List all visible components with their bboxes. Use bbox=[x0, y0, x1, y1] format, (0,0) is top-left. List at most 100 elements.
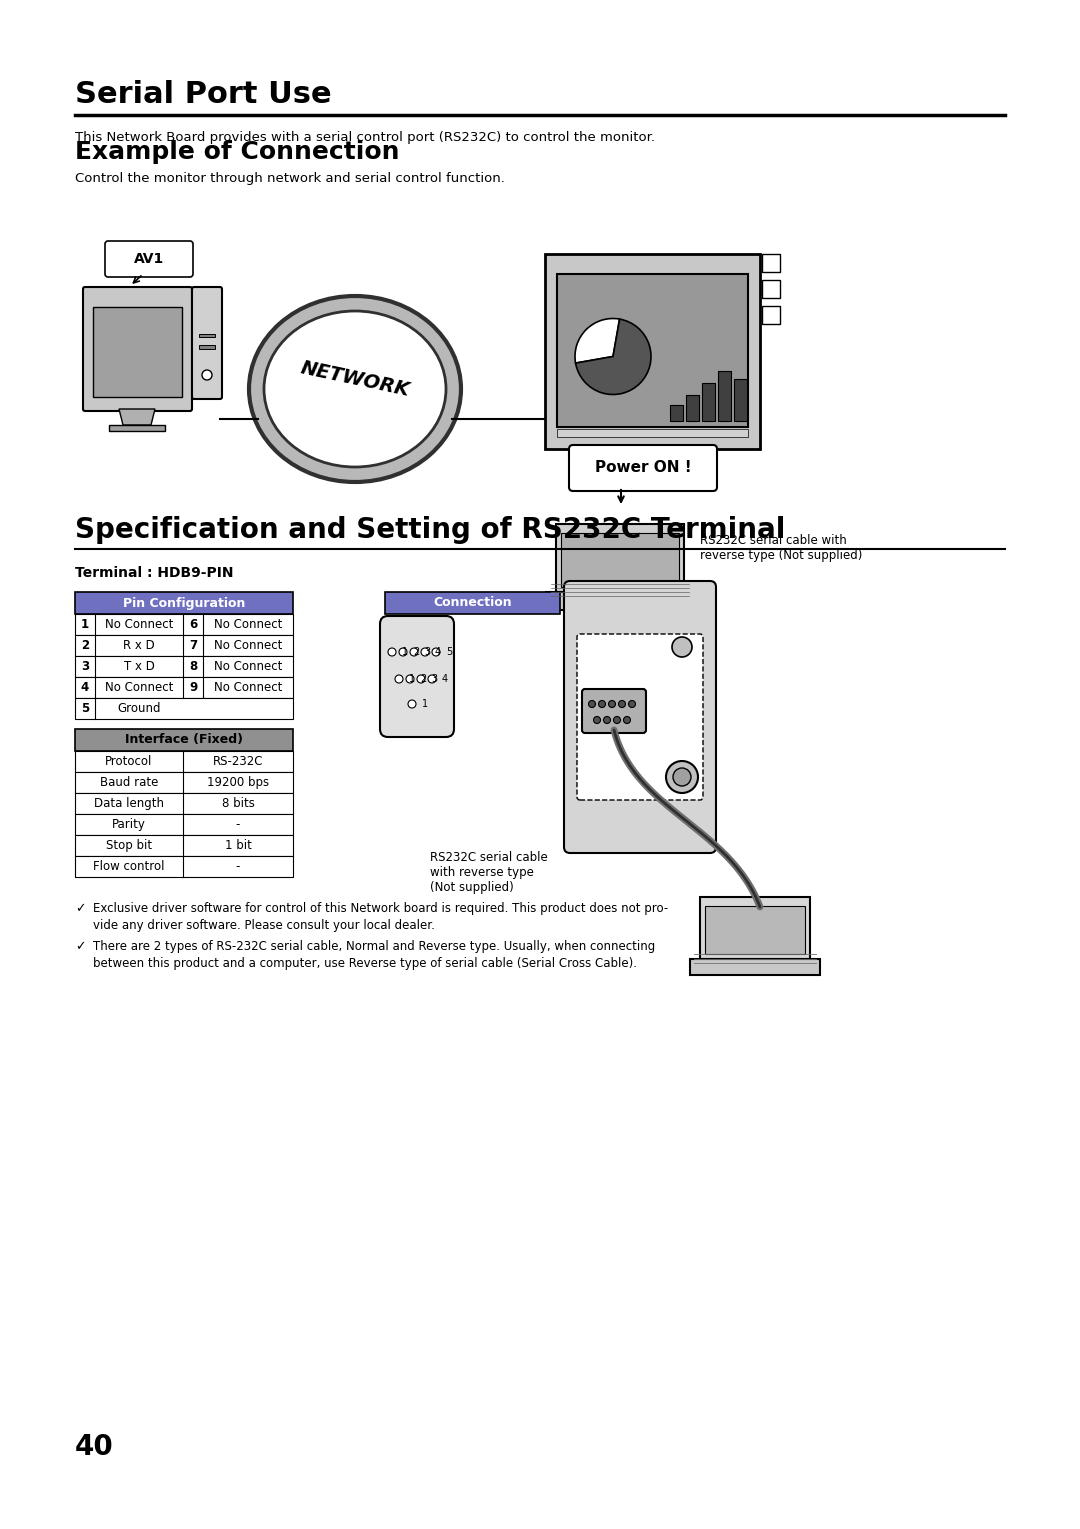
Circle shape bbox=[432, 648, 440, 656]
Text: Data length: Data length bbox=[94, 797, 164, 810]
Bar bbox=[556, 524, 684, 592]
Bar bbox=[762, 254, 780, 272]
Bar bbox=[75, 677, 293, 699]
Text: 1: 1 bbox=[422, 699, 428, 709]
Ellipse shape bbox=[249, 297, 461, 482]
FancyBboxPatch shape bbox=[564, 581, 716, 853]
Circle shape bbox=[417, 674, 426, 683]
Bar bbox=[690, 959, 820, 976]
Text: -: - bbox=[235, 818, 240, 830]
Text: 4: 4 bbox=[442, 674, 448, 683]
Text: Flow control: Flow control bbox=[93, 859, 165, 873]
Ellipse shape bbox=[264, 310, 446, 466]
Text: 1: 1 bbox=[402, 647, 408, 657]
Text: 9: 9 bbox=[189, 680, 198, 694]
Text: Pin Configuration: Pin Configuration bbox=[123, 596, 245, 610]
Text: 5: 5 bbox=[81, 702, 90, 716]
Text: 8: 8 bbox=[189, 661, 198, 673]
Circle shape bbox=[395, 674, 403, 683]
Bar bbox=[93, 307, 183, 398]
Bar bbox=[75, 794, 293, 813]
Bar bbox=[75, 656, 293, 677]
Text: Power ON !: Power ON ! bbox=[595, 460, 691, 476]
Wedge shape bbox=[575, 318, 620, 362]
FancyBboxPatch shape bbox=[569, 445, 717, 491]
Text: Connection: Connection bbox=[433, 596, 512, 610]
Bar bbox=[702, 382, 715, 420]
Bar bbox=[384, 592, 561, 615]
Circle shape bbox=[619, 700, 625, 708]
Bar bbox=[718, 372, 731, 420]
Circle shape bbox=[608, 700, 616, 708]
Bar bbox=[75, 813, 293, 835]
Text: RS232C serial cable
with reverse type
(Not supplied): RS232C serial cable with reverse type (N… bbox=[430, 852, 548, 894]
Circle shape bbox=[410, 648, 418, 656]
Bar bbox=[686, 394, 699, 420]
Text: 4: 4 bbox=[435, 647, 441, 657]
Text: Serial Port Use: Serial Port Use bbox=[75, 80, 332, 109]
Bar bbox=[75, 615, 293, 635]
Text: Control the monitor through network and serial control function.: Control the monitor through network and … bbox=[75, 171, 504, 185]
Circle shape bbox=[604, 717, 610, 723]
Circle shape bbox=[388, 648, 396, 656]
Text: -: - bbox=[235, 859, 240, 873]
Bar bbox=[75, 699, 293, 719]
FancyBboxPatch shape bbox=[83, 287, 192, 411]
Circle shape bbox=[421, 648, 429, 656]
Text: 3: 3 bbox=[431, 674, 437, 683]
Text: 40: 40 bbox=[75, 1433, 113, 1462]
Bar bbox=[75, 635, 293, 656]
Wedge shape bbox=[576, 320, 651, 394]
Circle shape bbox=[202, 370, 212, 381]
Bar bbox=[75, 751, 293, 772]
FancyBboxPatch shape bbox=[105, 242, 193, 277]
Text: No Connect: No Connect bbox=[214, 639, 282, 651]
Text: 4: 4 bbox=[81, 680, 90, 694]
Text: No Connect: No Connect bbox=[214, 661, 282, 673]
Text: Baud rate: Baud rate bbox=[99, 777, 158, 789]
Text: No Connect: No Connect bbox=[214, 680, 282, 694]
Bar bbox=[670, 405, 683, 420]
Text: Example of Connection: Example of Connection bbox=[75, 141, 400, 164]
FancyBboxPatch shape bbox=[577, 635, 703, 800]
Bar bbox=[109, 425, 165, 431]
Text: No Connect: No Connect bbox=[214, 618, 282, 631]
Bar bbox=[545, 254, 760, 450]
Bar bbox=[75, 856, 293, 878]
Bar bbox=[561, 534, 679, 587]
Bar bbox=[762, 280, 780, 298]
FancyBboxPatch shape bbox=[582, 690, 646, 732]
Text: 2: 2 bbox=[81, 639, 89, 651]
Text: 1 bit: 1 bit bbox=[225, 839, 252, 852]
Text: Stop bit: Stop bit bbox=[106, 839, 152, 852]
Circle shape bbox=[672, 638, 692, 657]
Text: RS232C serial cable with
reverse type (Not supplied): RS232C serial cable with reverse type (N… bbox=[700, 534, 862, 563]
Text: 5: 5 bbox=[446, 647, 453, 657]
Text: No Connect: No Connect bbox=[105, 618, 173, 631]
Text: Specification and Setting of RS232C Terminal: Specification and Setting of RS232C Term… bbox=[75, 515, 785, 544]
Text: 1: 1 bbox=[81, 618, 89, 631]
Text: Interface (Fixed): Interface (Fixed) bbox=[125, 734, 243, 746]
Text: 6: 6 bbox=[189, 618, 198, 631]
Bar bbox=[75, 729, 293, 751]
Circle shape bbox=[589, 700, 595, 708]
Circle shape bbox=[598, 700, 606, 708]
Circle shape bbox=[399, 648, 407, 656]
Bar bbox=[700, 898, 810, 959]
Text: Exclusive driver software for control of this Network board is required. This pr: Exclusive driver software for control of… bbox=[93, 902, 669, 933]
Bar bbox=[75, 772, 293, 794]
Circle shape bbox=[629, 700, 635, 708]
Circle shape bbox=[613, 717, 621, 723]
Circle shape bbox=[406, 674, 414, 683]
Circle shape bbox=[408, 700, 416, 708]
Text: ✓: ✓ bbox=[75, 940, 85, 953]
Bar bbox=[705, 907, 805, 954]
Polygon shape bbox=[119, 408, 156, 425]
Circle shape bbox=[428, 674, 436, 683]
Bar bbox=[762, 306, 780, 324]
Bar bbox=[557, 430, 748, 437]
Text: There are 2 types of RS-232C serial cable, Normal and Reverse type. Usually, whe: There are 2 types of RS-232C serial cabl… bbox=[93, 940, 656, 969]
Circle shape bbox=[623, 717, 631, 723]
Text: Terminal : HDB9-PIN: Terminal : HDB9-PIN bbox=[75, 566, 233, 579]
Text: 3: 3 bbox=[424, 647, 430, 657]
